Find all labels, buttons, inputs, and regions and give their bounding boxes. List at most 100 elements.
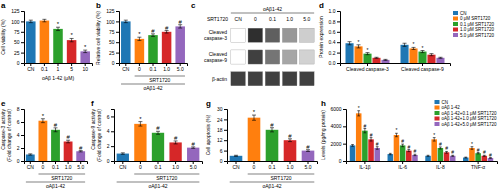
marker-labels: *### bbox=[253, 109, 311, 150]
tick-label: 5.0 bbox=[177, 66, 184, 72]
panel: a0255075100125CN0.11510***oAβ 1-42 (μM)C… bbox=[0, 1, 93, 81]
bar bbox=[76, 151, 85, 161]
legend-label: 0.1 μM SRT1720 bbox=[460, 22, 495, 27]
tick: 100 bbox=[11, 19, 24, 25]
significance-label: * bbox=[358, 105, 360, 111]
error-bar bbox=[451, 155, 454, 156]
panel: b0255075100125CN00.11.05.0*###Relative c… bbox=[95, 1, 188, 91]
column-label: 0.1 bbox=[269, 16, 276, 22]
tick-label: 0.1 bbox=[52, 164, 59, 170]
tick-label: 0 bbox=[339, 158, 342, 164]
tick: 2 bbox=[107, 143, 114, 149]
bar bbox=[162, 32, 172, 63]
tick: 50 bbox=[14, 39, 24, 45]
tick: 0.1 bbox=[269, 161, 276, 170]
tick-mark bbox=[343, 126, 346, 127]
bar bbox=[175, 26, 185, 63]
bar bbox=[26, 155, 35, 162]
significance-label: * bbox=[471, 141, 473, 147]
error-bar bbox=[445, 151, 448, 153]
significance-label: * bbox=[367, 47, 369, 53]
cell bbox=[231, 50, 246, 64]
cell bbox=[282, 72, 297, 86]
tick: 0.1 bbox=[41, 63, 48, 72]
bracket-label: oAβ1-42 bbox=[46, 183, 65, 189]
tick: 0 bbox=[138, 63, 141, 72]
error-bar bbox=[464, 157, 467, 159]
bar bbox=[425, 156, 431, 161]
tick-mark bbox=[224, 130, 227, 131]
tick-label: 0.6 bbox=[329, 29, 336, 35]
bar bbox=[169, 142, 181, 161]
tick-mark bbox=[116, 21, 119, 22]
tick: 0 bbox=[17, 60, 24, 66]
tick-label: 25 bbox=[14, 50, 20, 56]
error-bar bbox=[174, 141, 178, 144]
y-axis-title-line: Cell viability (%) bbox=[0, 19, 6, 55]
bar bbox=[26, 21, 36, 63]
legend-label: oAβ 1-42+0.1 μM SRT1720 bbox=[441, 111, 497, 116]
legend-item: 0.1 μM SRT1720 bbox=[453, 22, 495, 27]
significance-label: * bbox=[138, 31, 141, 37]
marker-labels: *### bbox=[139, 116, 195, 147]
significance-label: # bbox=[451, 149, 454, 155]
panel-title: b bbox=[96, 1, 101, 10]
tick: 25 bbox=[109, 50, 119, 56]
error-bar bbox=[56, 27, 60, 30]
legend-swatch bbox=[434, 100, 439, 104]
cell bbox=[248, 50, 263, 64]
tick-mark bbox=[111, 131, 114, 132]
bar bbox=[134, 124, 146, 161]
legend-swatch bbox=[453, 33, 458, 37]
y-axis: 0246 bbox=[107, 110, 115, 165]
significance-label: * bbox=[422, 45, 424, 51]
tick-label: CN bbox=[119, 164, 127, 170]
panel: d0.00.20.40.60.81.0Cleaved caspase-3Clea… bbox=[318, 1, 495, 72]
panel-title: c bbox=[191, 1, 196, 10]
bar bbox=[374, 148, 380, 161]
column-label: 5.0 bbox=[303, 16, 310, 22]
y-axis: 0255075100125 bbox=[106, 8, 119, 66]
legend-swatch bbox=[453, 17, 458, 21]
error-bar bbox=[79, 151, 83, 152]
tick-mark bbox=[116, 11, 119, 12]
tick-mark bbox=[116, 42, 119, 43]
error-bar bbox=[191, 147, 195, 148]
y-axis-title: Relative cell viability (%) bbox=[95, 11, 101, 65]
error-bar bbox=[165, 31, 169, 33]
bracket-label: oAβ1-42 bbox=[263, 6, 282, 12]
bar bbox=[302, 151, 315, 161]
tick: 18 bbox=[217, 127, 227, 133]
bar bbox=[40, 21, 50, 63]
legend-swatch bbox=[434, 111, 439, 115]
tick: 0.2 bbox=[329, 50, 340, 56]
bar bbox=[354, 46, 362, 63]
tick-label: 0.4 bbox=[329, 39, 336, 45]
tick-label: 75 bbox=[14, 29, 20, 35]
tick: 30 bbox=[217, 106, 227, 112]
error-bar bbox=[483, 155, 486, 156]
y-axis-title-line: (Fold change of control) bbox=[6, 109, 12, 162]
tick-mark bbox=[337, 53, 340, 54]
column-label: CN bbox=[235, 16, 243, 22]
significance-label: # bbox=[79, 145, 83, 151]
tick-label: 125 bbox=[11, 8, 20, 14]
legend-label: 1.0 μM SRT1720 bbox=[460, 27, 495, 32]
y-axis: 02468 bbox=[17, 106, 25, 164]
tick: CN bbox=[119, 161, 127, 170]
bar bbox=[418, 52, 426, 63]
row-label-line: caspase-3 bbox=[204, 35, 227, 41]
panel-title: a bbox=[1, 1, 6, 10]
bracket-label: SRT1720 bbox=[149, 77, 170, 83]
tick: 12 bbox=[217, 137, 227, 143]
bar bbox=[152, 133, 164, 161]
axis-line bbox=[343, 110, 347, 162]
significance-label: # bbox=[477, 147, 480, 153]
tick: 0.6 bbox=[329, 29, 340, 35]
tick: CN bbox=[232, 161, 240, 170]
tick: 0 bbox=[107, 158, 114, 164]
error-bar bbox=[156, 131, 160, 134]
marks bbox=[346, 42, 445, 63]
bar bbox=[394, 135, 400, 161]
tick-label: 0 bbox=[253, 164, 256, 170]
